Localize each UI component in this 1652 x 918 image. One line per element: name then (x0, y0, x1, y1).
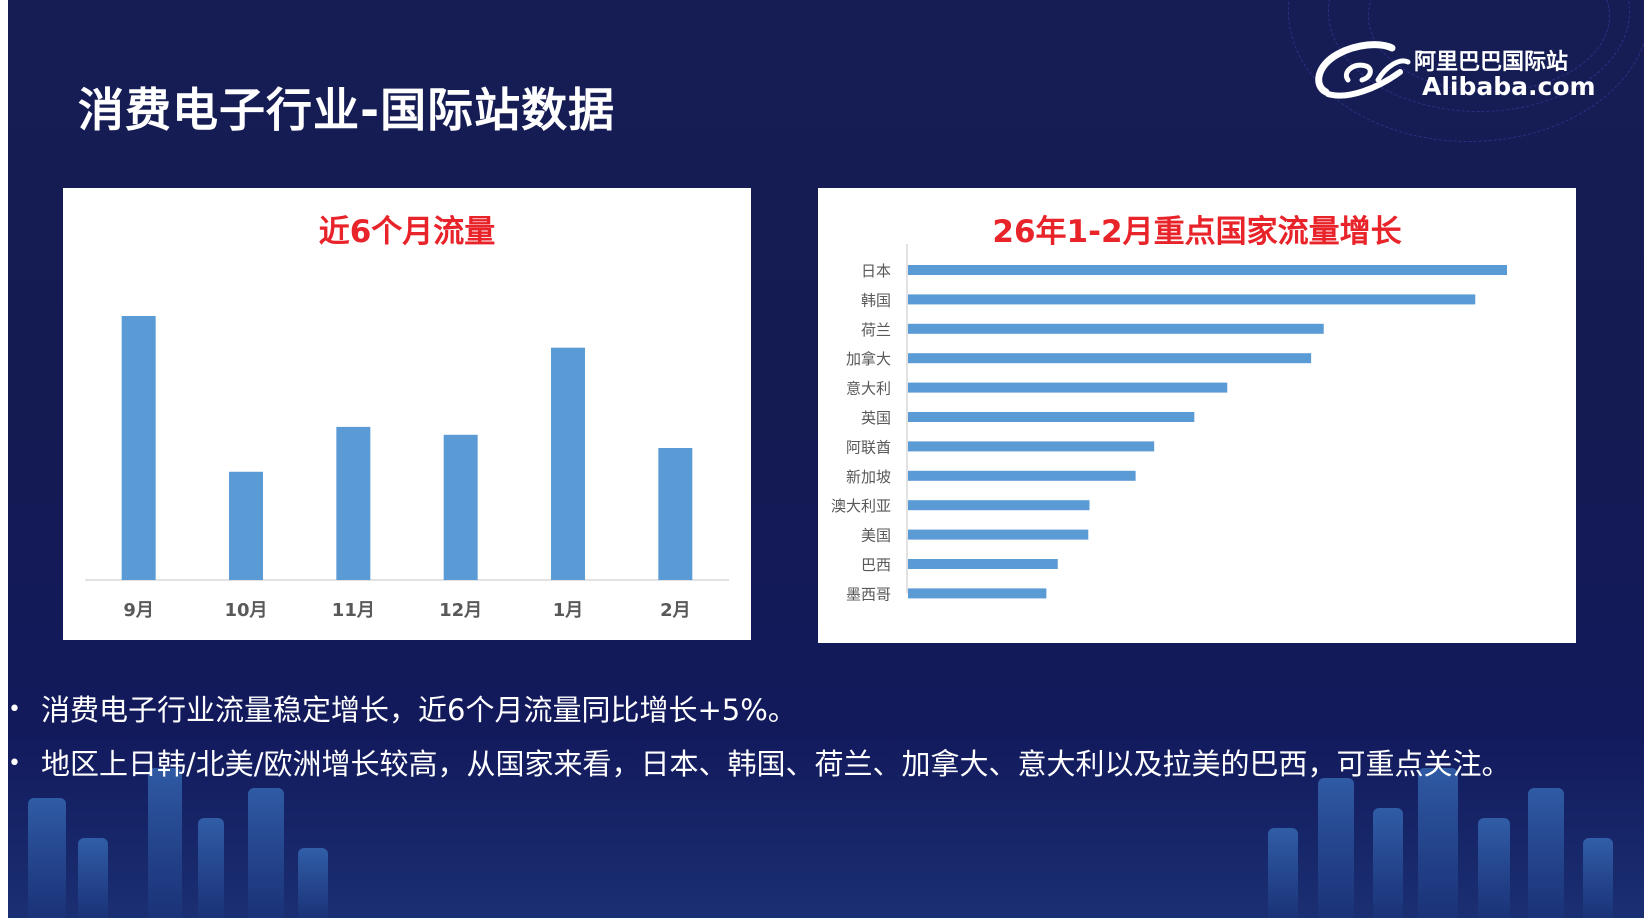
bar (908, 294, 1476, 305)
bar (443, 434, 478, 580)
bar (229, 471, 263, 580)
bar (551, 347, 585, 580)
country-growth-chart: 26年1-2月重点国家流量增长 日本韩国荷兰加拿大意大利英国阿联酋新加坡澳大利亚… (818, 188, 1576, 643)
y-tick-label: 新加坡 (846, 468, 891, 486)
city-skyline-decoration (248, 788, 284, 918)
x-tick-label: 9月 (123, 600, 154, 621)
x-tick-label: 12月 (439, 600, 482, 621)
logo-text-en: Alibaba.com (1422, 72, 1596, 101)
x-tick-label: 10月 (224, 600, 267, 621)
x-tick-label: 11月 (332, 600, 375, 621)
city-skyline-decoration (1583, 838, 1613, 918)
y-tick-label: 荷兰 (861, 321, 891, 339)
y-tick-label: 美国 (861, 527, 891, 545)
y-tick-label: 澳大利亚 (831, 497, 891, 515)
city-skyline-decoration (1318, 778, 1354, 918)
alibaba-logo: 阿里巴巴国际站 Alibaba.com (1308, 36, 1608, 110)
bar (658, 448, 693, 580)
city-skyline-decoration (1478, 818, 1510, 918)
y-tick-label: 英国 (861, 409, 891, 427)
y-tick-label: 日本 (861, 262, 891, 280)
bar (908, 559, 1058, 569)
city-skyline-decoration (1418, 768, 1458, 918)
chart-title: 26年1-2月重点国家流量增长 (992, 214, 1402, 250)
bar (336, 426, 371, 580)
bar (121, 316, 156, 580)
bar (908, 265, 1507, 275)
city-skyline-decoration (298, 848, 328, 918)
bar (908, 412, 1195, 422)
bar (908, 441, 1155, 452)
y-tick-label: 韩国 (861, 291, 891, 309)
y-tick-label: 巴西 (861, 556, 891, 574)
city-skyline-decoration (1373, 808, 1403, 918)
y-tick-label: 墨西哥 (846, 585, 891, 603)
bar (908, 470, 1136, 481)
x-tick-label: 1月 (553, 600, 584, 621)
slide: 消费电子行业-国际站数据 阿里巴巴国际站 Alibaba.com 近6个月流量 … (8, 0, 1644, 918)
monthly-traffic-plot: 9月 10月 11月 12月 1月 2月 (85, 316, 729, 621)
y-tick-label: 阿联酋 (846, 438, 891, 456)
y-tick-label: 加拿大 (846, 350, 891, 368)
summary-bullet: 消费电子行业流量稳定增长，近6个月流量同比增长+5%。 (8, 686, 1636, 734)
city-skyline-decoration (28, 798, 66, 918)
monthly-traffic-chart: 近6个月流量 9月 10月 11月 12月 1月 2月 (63, 188, 751, 640)
x-tick-label: 2月 (660, 600, 691, 621)
city-skyline-decoration (1268, 828, 1298, 918)
alibaba-smile-icon (1315, 41, 1411, 99)
summary-list: 消费电子行业流量稳定增长，近6个月流量同比增长+5%。 地区上日韩/北美/欧洲增… (8, 686, 1636, 794)
summary-bullet: 地区上日韩/北美/欧洲增长较高，从国家来看，日本、韩国、荷兰、加拿大、意大利以及… (8, 740, 1636, 788)
bar (908, 382, 1228, 393)
bar (908, 529, 1089, 540)
bar (908, 323, 1324, 334)
y-tick-label: 意大利 (846, 380, 891, 398)
city-skyline-decoration (198, 818, 224, 918)
city-skyline-decoration (78, 838, 108, 918)
city-skyline-decoration (148, 768, 182, 918)
bar (908, 500, 1090, 511)
page-title: 消费电子行业-国际站数据 (78, 83, 616, 137)
chart-title: 近6个月流量 (318, 214, 496, 250)
city-skyline-decoration (1528, 788, 1564, 918)
bar (908, 588, 1047, 599)
bar (908, 353, 1312, 364)
logo-text-cn: 阿里巴巴国际站 (1414, 50, 1569, 75)
